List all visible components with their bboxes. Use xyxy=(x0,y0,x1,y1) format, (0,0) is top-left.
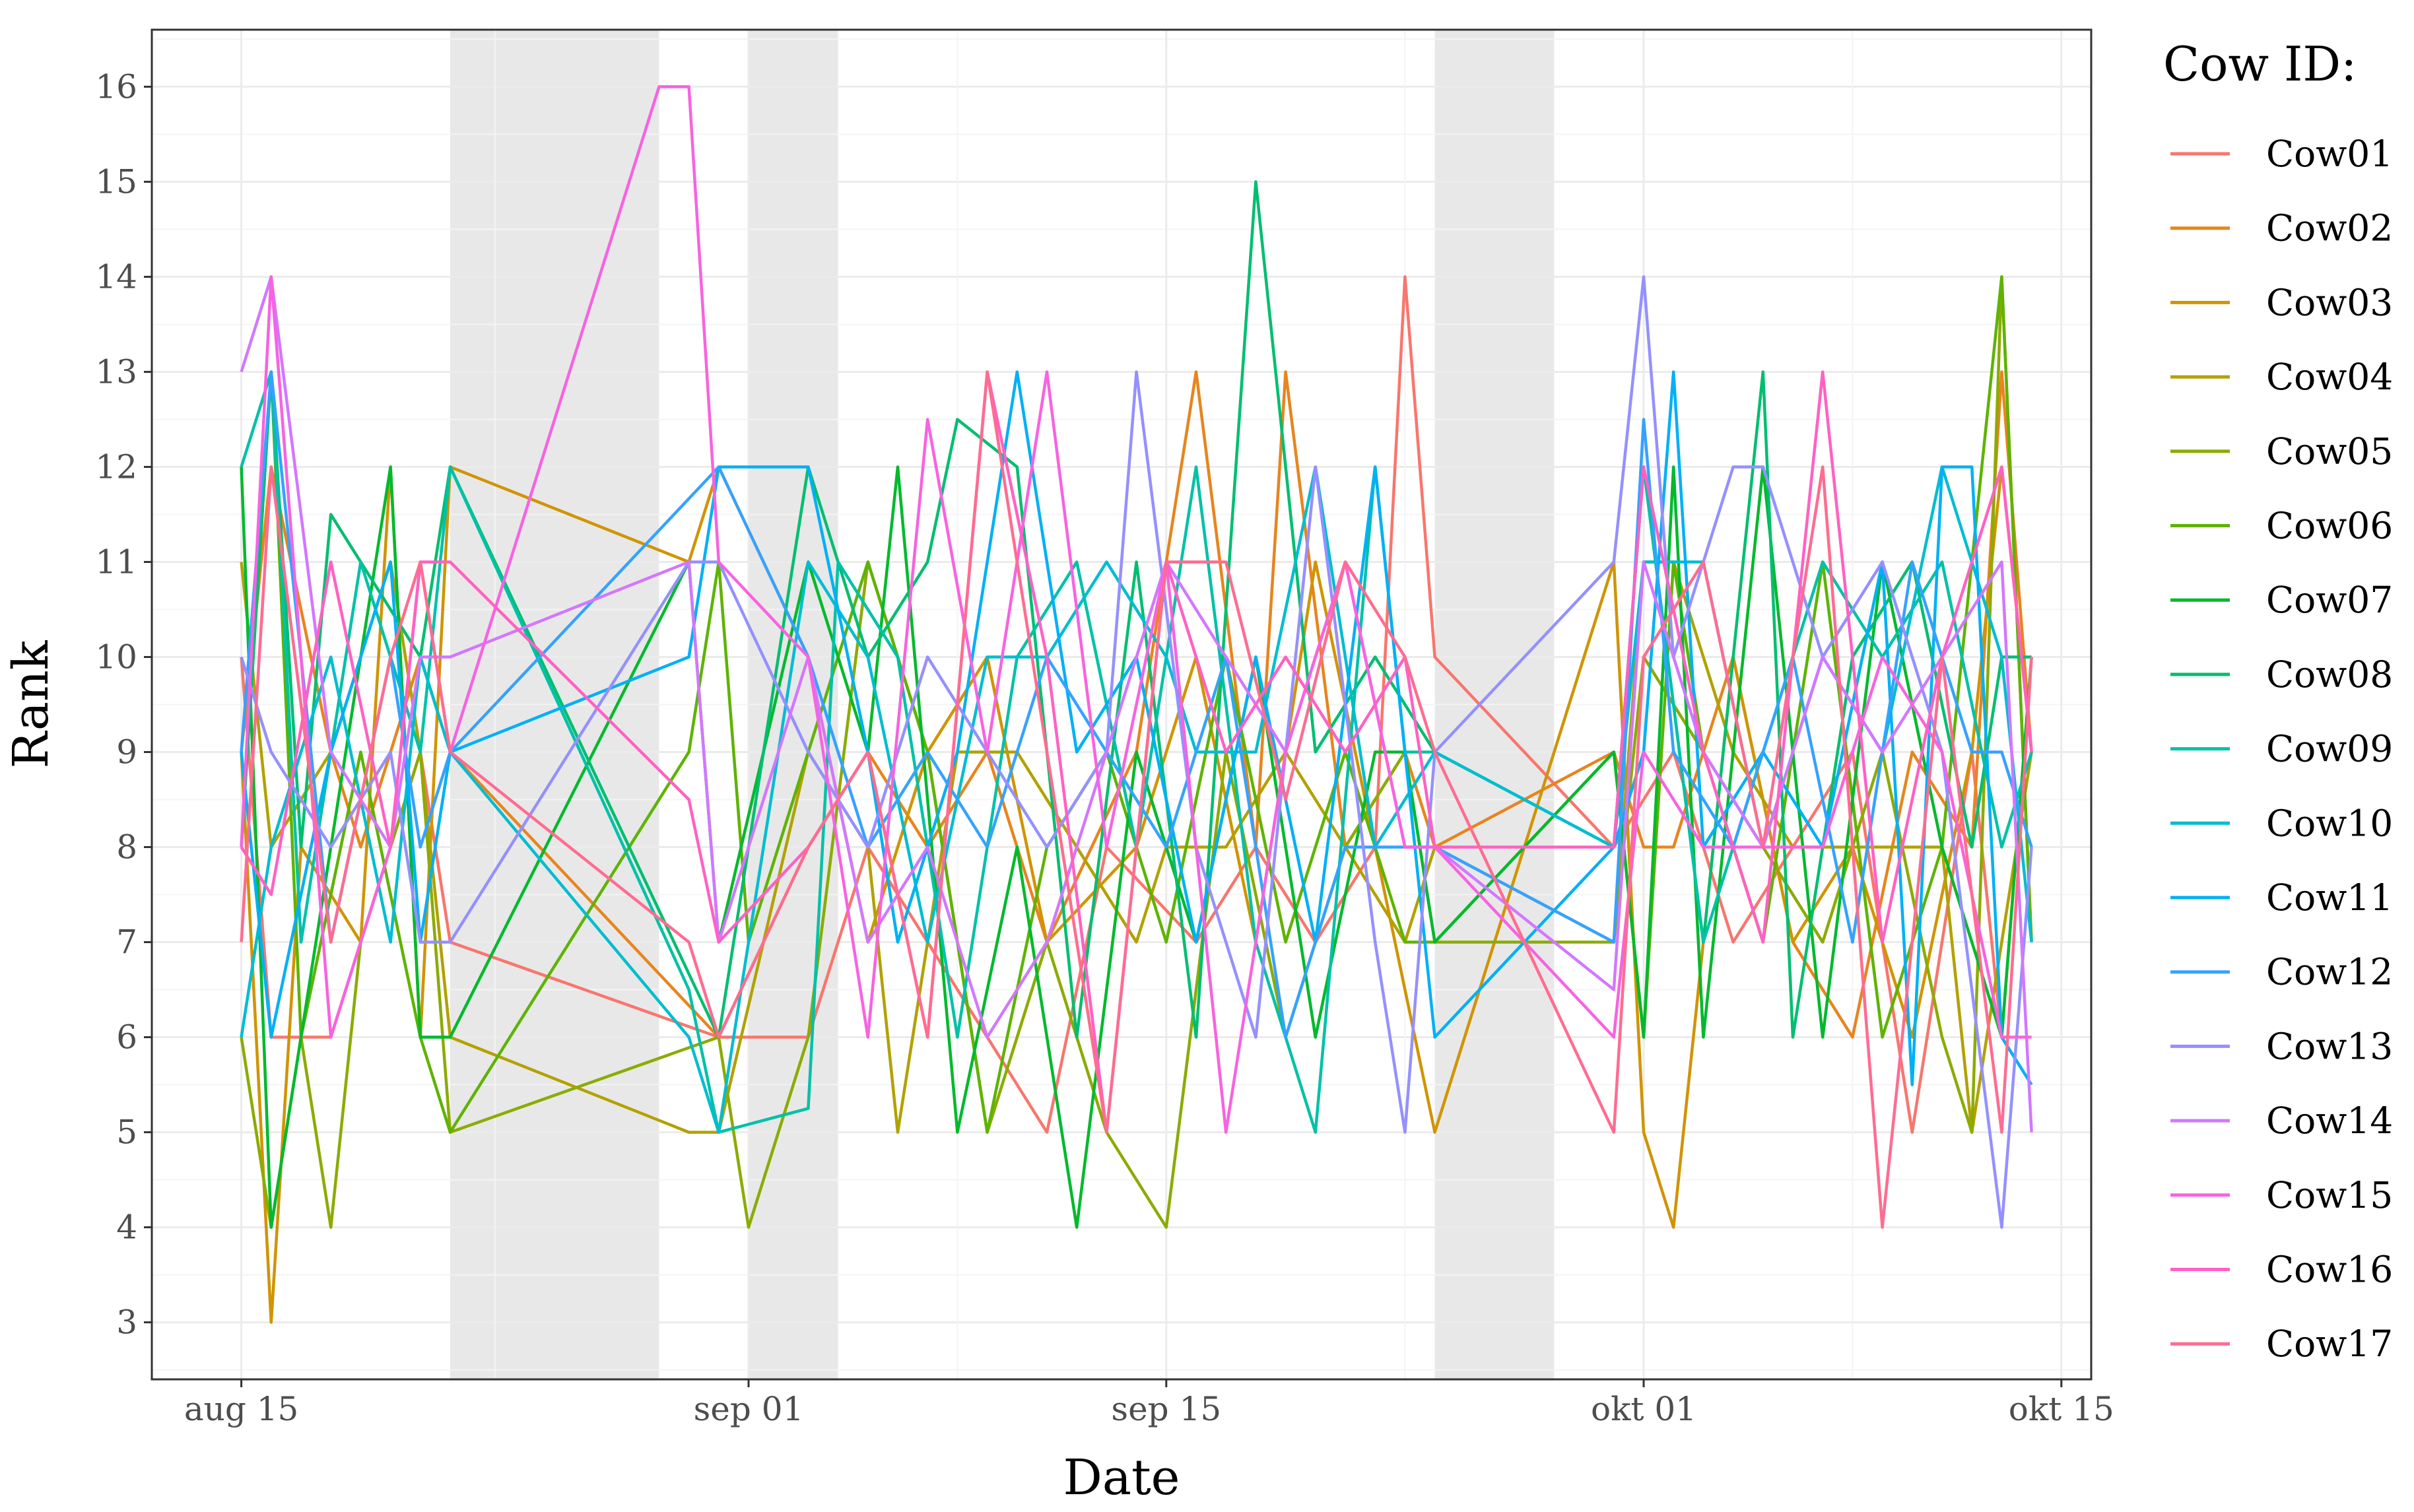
x-tick-label: sep 15 xyxy=(1111,1390,1221,1428)
legend-label-cow13: Cow13 xyxy=(2266,1025,2393,1067)
legend-items: Cow01 Cow02 Cow03 Cow04 Cow05 Cow06 Cow07 Cow08… xyxy=(2170,133,2393,1365)
y-tick-label: 10 xyxy=(95,638,137,676)
legend-title: Cow ID: xyxy=(2163,36,2357,92)
legend: Cow ID: Cow01Cow02Cow03Cow04Cow05Cow06Co… xyxy=(2163,36,2393,1365)
x-tick-label: okt 01 xyxy=(1591,1390,1696,1428)
legend-label-cow11: Cow11 xyxy=(2266,876,2393,919)
y-tick-label: 9 xyxy=(116,733,137,772)
y-tick-label: 5 xyxy=(116,1113,137,1152)
legend-label-cow03: Cow03 xyxy=(2266,281,2393,323)
y-tick-label: 4 xyxy=(116,1208,137,1247)
y-tick-label: 3 xyxy=(116,1303,137,1342)
y-tick-label: 14 xyxy=(95,257,137,296)
y-tick-label: 11 xyxy=(95,542,137,581)
y-tick-label: 15 xyxy=(95,162,137,201)
x-tick-label: sep 01 xyxy=(694,1390,804,1428)
legend-label-cow17: Cow17 xyxy=(2266,1323,2393,1365)
y-tick-label: 16 xyxy=(95,67,137,106)
series-line-cow17 xyxy=(240,370,2033,1229)
y-axis-title: Rank xyxy=(3,640,59,768)
legend-label-cow08: Cow08 xyxy=(2266,653,2393,696)
y-axis: 3 4 5 6 7 8 9 10 11 12 13 14 15 16 xyxy=(95,67,152,1342)
y-tick-label: 7 xyxy=(116,923,137,962)
legend-label-cow16: Cow16 xyxy=(2266,1249,2393,1291)
x-tick-label: aug 15 xyxy=(184,1390,299,1428)
y-tick-label: 8 xyxy=(116,828,137,867)
x-axis: aug 15 sep 01 sep 15 okt 01 okt 15 xyxy=(184,1379,2114,1428)
x-tick-label: okt 15 xyxy=(2009,1390,2114,1428)
legend-label-cow06: Cow06 xyxy=(2266,505,2393,547)
legend-label-cow10: Cow10 xyxy=(2266,802,2393,844)
x-axis-title: Date xyxy=(1063,1449,1180,1506)
legend-label-cow09: Cow09 xyxy=(2266,728,2393,770)
legend-label-cow15: Cow15 xyxy=(2266,1174,2393,1216)
series-line-cow11 xyxy=(240,370,2033,1086)
legend-label-cow02: Cow02 xyxy=(2266,207,2393,249)
legend-label-cow07: Cow07 xyxy=(2266,579,2393,621)
legend-label-cow04: Cow04 xyxy=(2266,356,2393,398)
y-tick-label: 6 xyxy=(116,1018,137,1057)
y-tick-label: 13 xyxy=(95,352,137,391)
y-tick-label: 12 xyxy=(95,447,137,486)
legend-label-cow05: Cow05 xyxy=(2266,430,2393,473)
series-lines xyxy=(240,85,2033,1324)
legend-label-cow14: Cow14 xyxy=(2266,1100,2393,1142)
legend-label-cow01: Cow01 xyxy=(2266,133,2393,175)
legend-label-cow12: Cow12 xyxy=(2266,951,2393,993)
plot-panel-border xyxy=(151,28,2093,1381)
